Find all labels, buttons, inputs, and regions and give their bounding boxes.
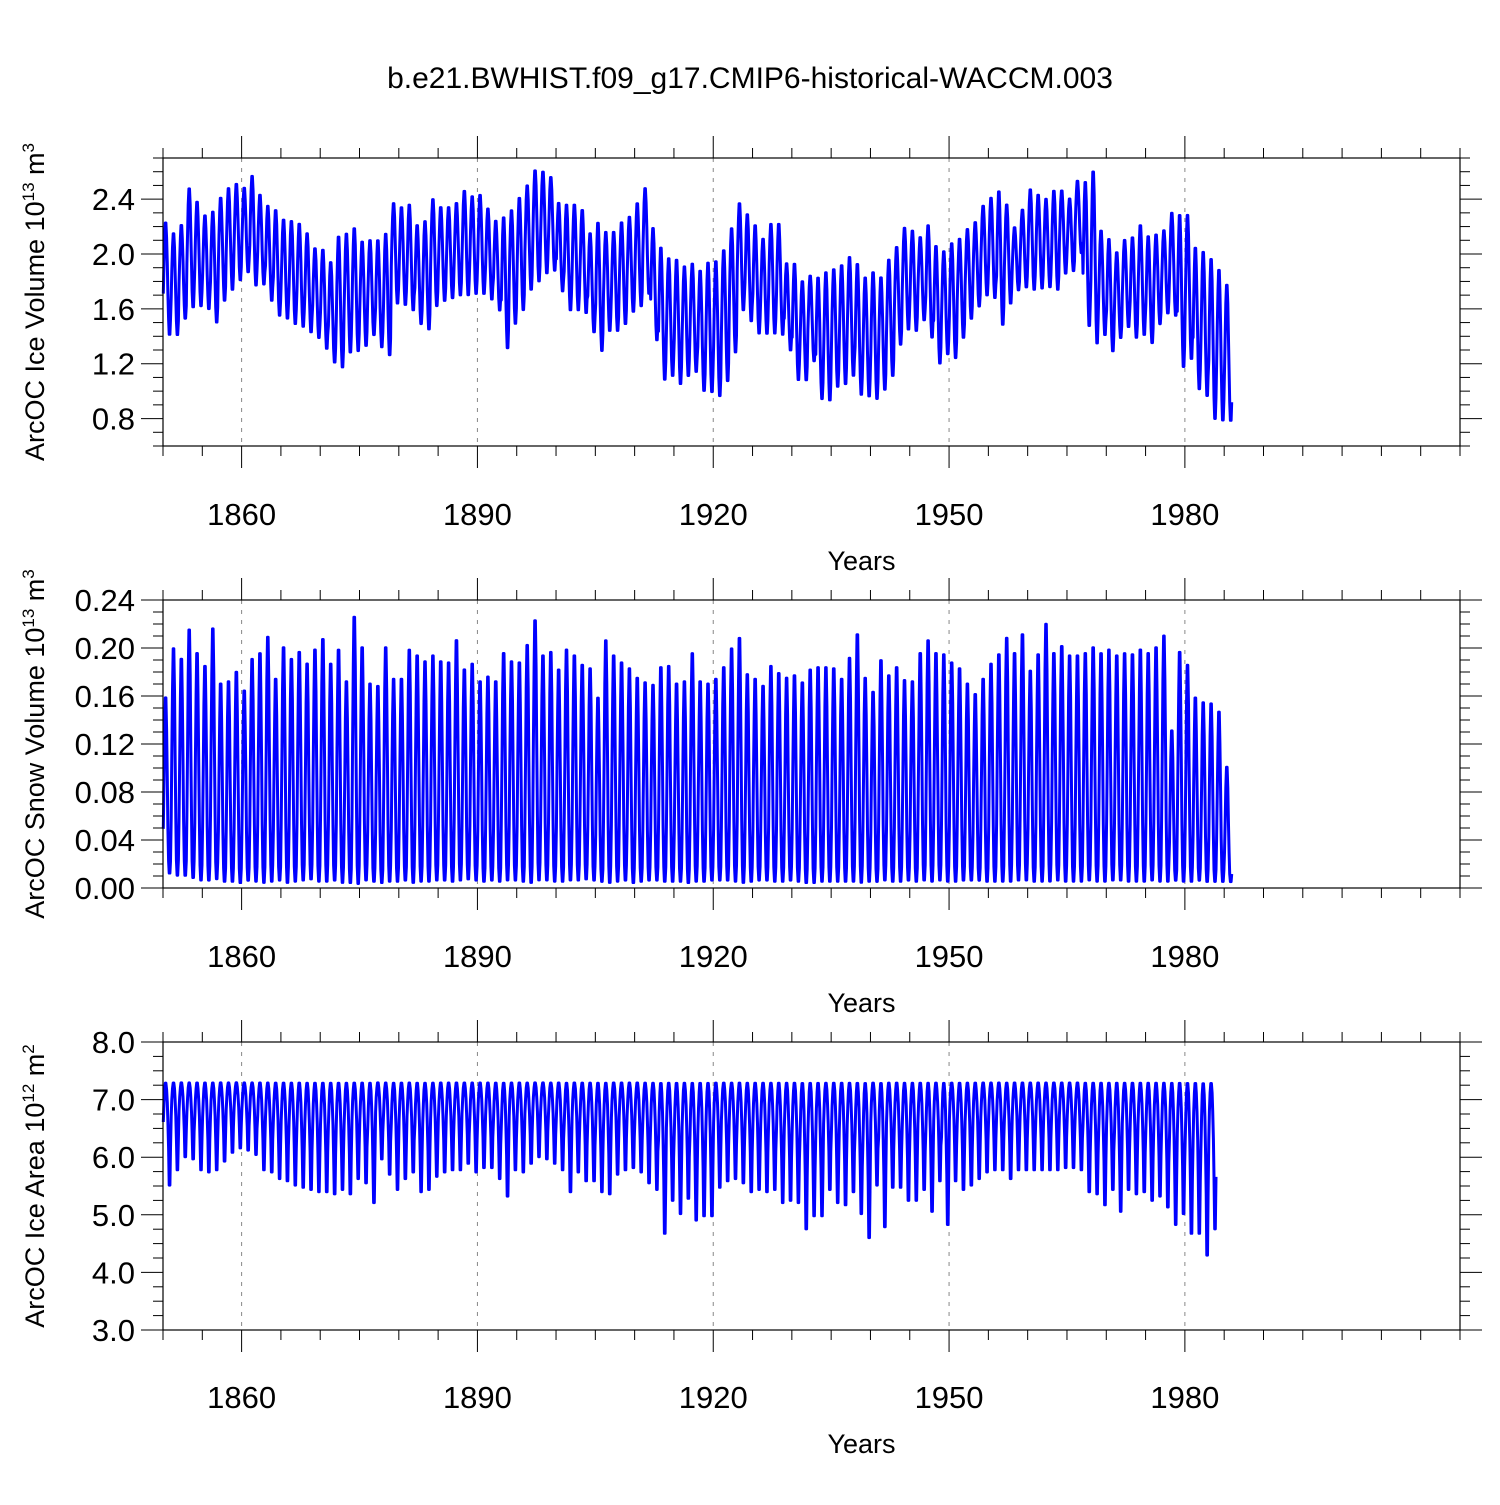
- ice-area-ytick-label: 3.0: [92, 1313, 135, 1348]
- snow-volume-xtick-label: 1920: [679, 939, 748, 974]
- ice-volume-xtick-label: 1980: [1150, 497, 1219, 532]
- ice-area-ytick-label: 7.0: [92, 1083, 135, 1118]
- snow-volume-xtick-label: 1860: [207, 939, 276, 974]
- snow-volume-ytick-label: 0.16: [75, 679, 135, 714]
- ice-area-xtick-label: 1950: [915, 1380, 984, 1415]
- snow-volume-xaxis-label: Years: [827, 988, 895, 1018]
- snow-volume-ytick-label: 0.12: [75, 727, 135, 762]
- ice-area-ytick-label: 5.0: [92, 1198, 135, 1233]
- ice-volume-yaxis-label: ArcOC Ice Volume 1013 m3: [19, 143, 50, 461]
- snow-volume-xtick-label: 1950: [915, 939, 984, 974]
- ice-volume-xaxis-label: Years: [827, 546, 895, 576]
- ice-area-series-line: [161, 1081, 1218, 1257]
- ice-volume-ytick-label: 1.6: [92, 292, 135, 327]
- ice-volume-series-line: [161, 169, 1234, 422]
- ice-area-xaxis-label: Years: [827, 1429, 895, 1459]
- ice-volume-xtick-label: 1860: [207, 497, 276, 532]
- ice-volume-xtick-label: 1890: [443, 497, 512, 532]
- snow-volume-xtick-label: 1980: [1150, 939, 1219, 974]
- snow-volume-ytick-label: 0.08: [75, 775, 135, 810]
- ice-area-xtick-label: 1920: [679, 1380, 748, 1415]
- ice-volume-plot-frame: [162, 157, 1461, 447]
- snow-volume-series-line: [161, 615, 1234, 885]
- ice-area-ytick-label: 6.0: [92, 1140, 135, 1175]
- ice-area-xtick-label: 1980: [1150, 1380, 1219, 1415]
- ice-area-yaxis-label: ArcOC Ice Area 1012 m2: [19, 1044, 50, 1328]
- ice-volume-xtick-label: 1950: [915, 497, 984, 532]
- snow-volume-ytick-label: 0.00: [75, 871, 135, 906]
- snow-volume-yaxis-label: ArcOC Snow Volume 1013 m3: [19, 569, 50, 919]
- snow-volume-ytick-label: 0.24: [75, 583, 135, 618]
- ice-area-xtick-label: 1890: [443, 1380, 512, 1415]
- figure-title: b.e21.BWHIST.f09_g17.CMIP6-historical-WA…: [387, 62, 1113, 95]
- ice-volume-ytick-label: 2.4: [92, 182, 135, 217]
- snow-volume-ytick-label: 0.20: [75, 631, 135, 666]
- snow-volume-ytick-label: 0.04: [75, 823, 135, 858]
- ice-volume-ytick-label: 2.0: [92, 237, 135, 272]
- ice-volume-ytick-label: 1.2: [92, 347, 135, 382]
- ice-area-ytick-label: 8.0: [92, 1025, 135, 1060]
- ice-area-xtick-label: 1860: [207, 1380, 276, 1415]
- ice-volume-xtick-label: 1920: [679, 497, 748, 532]
- snow-volume-xtick-label: 1890: [443, 939, 512, 974]
- ice-volume-ytick-label: 0.8: [92, 402, 135, 437]
- ice-area-ytick-label: 4.0: [92, 1255, 135, 1290]
